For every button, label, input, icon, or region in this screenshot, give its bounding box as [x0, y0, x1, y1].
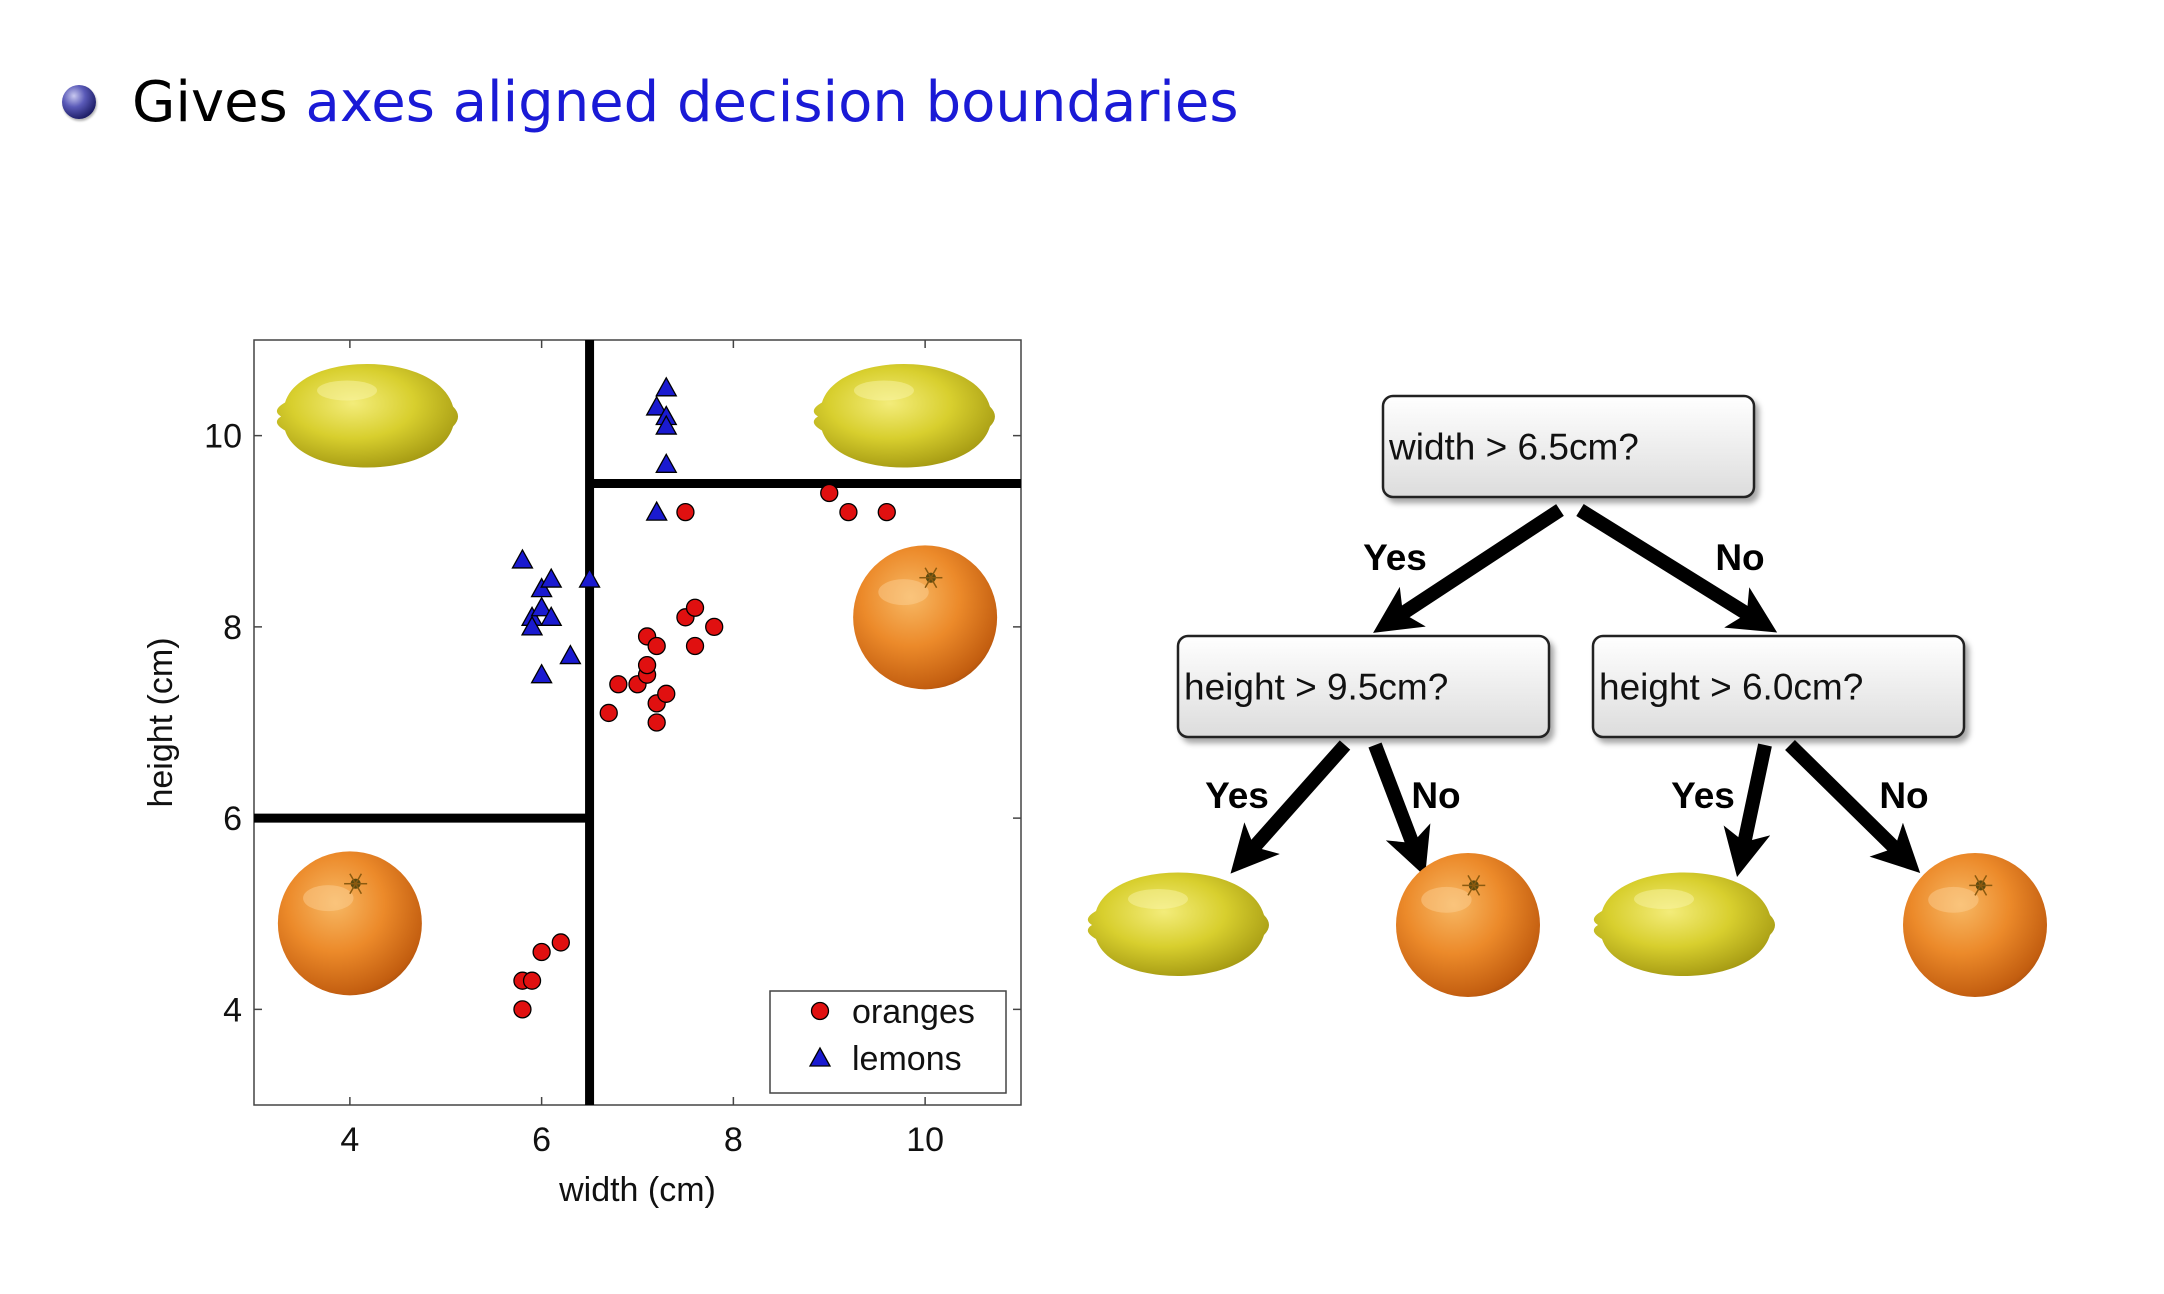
- edge-label-left-no: No: [1411, 775, 1460, 816]
- lemons-point: [559, 644, 582, 665]
- arrow-root-no: [1576, 504, 1778, 633]
- lemons-point: [645, 395, 668, 416]
- decision-tree: width > 6.5cm? height > 9.5cm? height > 6.…: [1087, 394, 2047, 997]
- oranges-point: [647, 713, 666, 732]
- arrow-right-no: [1785, 740, 1921, 874]
- x-tick-label: 10: [906, 1121, 944, 1159]
- x-tick-label: 6: [532, 1121, 551, 1159]
- lemons-point: [530, 596, 553, 617]
- bullet-dot-icon: [62, 85, 96, 119]
- legend-label-oranges: oranges: [852, 993, 975, 1031]
- node-box: [1381, 394, 1756, 499]
- edge-label-right-yes: Yes: [1671, 775, 1735, 816]
- right-node: height > 6.0cm?: [1591, 634, 1966, 739]
- lemons-point: [530, 663, 553, 684]
- legend-label-lemons: lemons: [852, 1040, 962, 1078]
- oranges-point: [647, 636, 666, 656]
- legend-box: [769, 990, 1007, 1094]
- chart-legend: oranges lemons: [769, 990, 1007, 1094]
- scatter-chart: 4 6 8 10 4 6 8 10 width (cm) height (cm) oranges le…: [142, 339, 1022, 1209]
- oranges-point: [685, 598, 705, 617]
- y-axis-label: height (cm): [142, 637, 180, 807]
- lemons-point: [655, 452, 678, 473]
- oranges-point: [522, 971, 542, 990]
- oranges-point: [820, 483, 839, 503]
- node-question: width > 6.5cm?: [1388, 427, 1639, 468]
- edge-label-root-no: No: [1715, 537, 1764, 578]
- region-orange-image: [853, 545, 998, 690]
- left-node: height > 9.5cm?: [1176, 634, 1551, 739]
- root-node: width > 6.5cm?: [1381, 394, 1756, 499]
- x-axis-label: width (cm): [558, 1171, 716, 1209]
- y-tick-label: 10: [204, 418, 242, 456]
- y-tick-label: 6: [223, 800, 242, 838]
- bullet-highlight: axes aligned decision boundaries: [305, 69, 1239, 135]
- y-tick-label: 8: [223, 609, 242, 647]
- node-question: height > 9.5cm?: [1184, 667, 1448, 708]
- oranges-point: [637, 655, 657, 675]
- legend-marker-lemons: [808, 1046, 832, 1067]
- lemons-point: [520, 615, 544, 636]
- bullet-lead: Gives: [132, 69, 288, 135]
- edge-label-right-no: No: [1879, 775, 1928, 816]
- lemons-point: [645, 500, 668, 521]
- x-tick-label: 4: [340, 1121, 359, 1159]
- oranges-point: [685, 636, 705, 656]
- lemons-point: [655, 376, 678, 397]
- oranges-point: [877, 502, 896, 522]
- region-orange-image: [277, 851, 422, 996]
- bullet-item: Gives axes aligned decision boundaries: [62, 62, 1239, 142]
- arrow-left-no: [1368, 742, 1431, 877]
- x-tick-label: 8: [724, 1121, 743, 1159]
- legend-marker-oranges: [810, 1001, 830, 1021]
- oranges-point: [551, 933, 570, 952]
- leaf-lemon-image: [1087, 872, 1269, 977]
- oranges-point: [657, 684, 676, 703]
- y-tick-label: 4: [223, 991, 242, 1029]
- region-lemon-image: [813, 363, 995, 468]
- node-box: [1176, 634, 1551, 739]
- lemons-point: [655, 414, 678, 435]
- oranges-point: [532, 942, 551, 962]
- arrow-right-yes: [1723, 743, 1772, 877]
- arrow-root-yes: [1373, 504, 1564, 633]
- edge-label-root-yes: Yes: [1363, 537, 1427, 578]
- oranges-point: [839, 502, 858, 522]
- leaf-orange-image: [1903, 853, 2047, 997]
- leaf-orange-image: [1396, 853, 1540, 997]
- node-question: height > 6.0cm?: [1599, 667, 1863, 708]
- oranges-point: [676, 502, 695, 522]
- lemons-point: [540, 567, 563, 588]
- oranges-point: [609, 675, 628, 694]
- oranges-point: [705, 617, 724, 637]
- bullet-text: Gives axes aligned decision boundaries: [132, 70, 1239, 135]
- leaf-lemon-image: [1593, 872, 1775, 977]
- lemons-point: [578, 567, 601, 588]
- region-lemon-image: [276, 363, 459, 468]
- oranges-point: [599, 703, 618, 723]
- lemons-point: [540, 605, 563, 626]
- node-box: [1591, 634, 1966, 739]
- edge-label-left-yes: Yes: [1205, 775, 1269, 816]
- arrow-left-yes: [1230, 740, 1351, 874]
- oranges-point: [513, 1000, 532, 1019]
- lemons-point: [511, 548, 534, 569]
